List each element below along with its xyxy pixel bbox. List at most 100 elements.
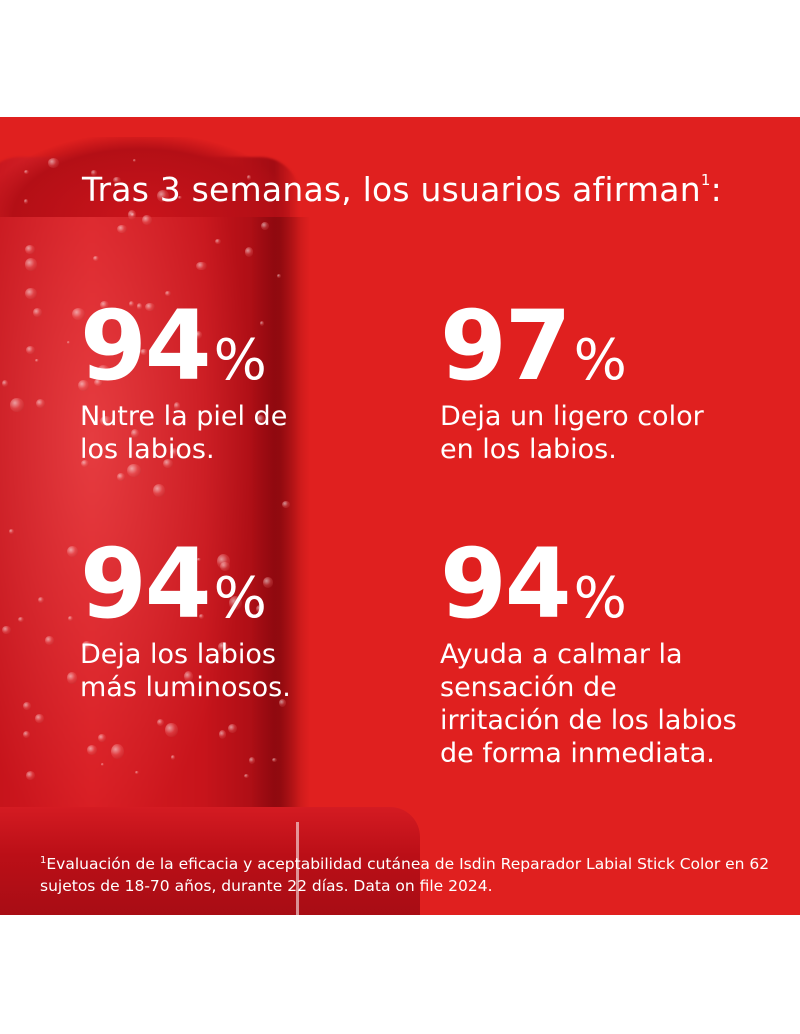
- lipstick-base: [0, 807, 420, 915]
- water-droplet: [198, 614, 205, 620]
- water-droplet: [38, 596, 45, 603]
- water-droplet: [100, 300, 109, 309]
- stat-color: 97% Deja un ligero color en los labios.: [440, 298, 740, 466]
- water-droplet: [77, 379, 89, 392]
- water-droplet: [23, 170, 29, 174]
- water-droplet: [261, 222, 270, 231]
- stat-unit: %: [213, 328, 267, 393]
- stat-unit: %: [213, 566, 267, 631]
- stat-unit: %: [573, 566, 627, 631]
- water-droplet: [33, 308, 42, 317]
- water-droplet: [248, 757, 255, 764]
- water-droplet: [82, 641, 92, 651]
- water-droplet: [132, 159, 136, 163]
- water-droplet: [25, 346, 36, 355]
- water-droplet: [116, 224, 127, 233]
- water-droplet: [25, 771, 36, 781]
- water-droplet: [71, 308, 85, 321]
- water-droplet: [194, 331, 203, 339]
- water-droplet: [152, 483, 165, 498]
- stat-luminous: 94% Deja los labios más luminosos.: [80, 536, 330, 704]
- stat-value: 94: [80, 290, 212, 402]
- lipstick-top: [0, 137, 290, 217]
- promo-panel: [0, 117, 800, 915]
- water-droplet: [196, 261, 207, 271]
- water-droplet: [25, 244, 35, 254]
- water-droplet: [255, 604, 265, 613]
- footnote-text: Evaluación de la eficacia y aceptabilida…: [40, 855, 770, 896]
- water-droplet: [256, 414, 265, 425]
- water-droplet: [218, 730, 226, 739]
- water-droplet: [91, 170, 97, 176]
- water-droplet: [173, 402, 181, 410]
- water-droplet: [34, 714, 44, 723]
- stat-nourish: 94% Nutre la piel de los labios.: [80, 298, 330, 466]
- water-droplet: [130, 429, 139, 439]
- water-droplet: [99, 415, 112, 427]
- footnote: 1Evaluación de la eficacia y aceptabilid…: [40, 850, 770, 897]
- water-droplet: [165, 290, 171, 297]
- headline-text: Tras 3 semanas, los usuarios afirman: [82, 170, 701, 209]
- water-droplet: [197, 558, 201, 562]
- water-droplet: [113, 176, 121, 184]
- water-droplet: [116, 473, 125, 481]
- stat-description: Nutre la piel de los labios.: [80, 401, 288, 465]
- water-droplet: [162, 459, 173, 469]
- water-droplet: [10, 398, 24, 412]
- water-droplet: [262, 577, 274, 588]
- water-droplet: [97, 733, 106, 743]
- water-droplet: [127, 210, 136, 220]
- water-droplet: [17, 616, 25, 623]
- water-droplet: [135, 771, 139, 775]
- water-droplet: [35, 398, 46, 409]
- stat-value: 94: [80, 528, 212, 640]
- water-droplet: [170, 447, 179, 458]
- water-droplet: [24, 287, 37, 299]
- water-droplet: [127, 464, 141, 477]
- footnote-marker: 1: [40, 855, 47, 866]
- water-droplet: [140, 348, 149, 356]
- water-droplet: [178, 196, 182, 199]
- water-droplet: [35, 358, 39, 362]
- water-droplet: [86, 745, 97, 755]
- water-droplet: [156, 189, 169, 203]
- water-droplet: [23, 731, 30, 738]
- headline-footnote-marker: 1: [700, 171, 711, 189]
- lipstick-base-highlight: [296, 822, 299, 915]
- water-droplet: [272, 758, 278, 763]
- water-droplet: [229, 595, 243, 610]
- water-droplet: [110, 743, 124, 759]
- water-droplet: [282, 501, 290, 508]
- water-droplet: [228, 724, 237, 734]
- water-droplet: [244, 773, 249, 778]
- water-droplet: [100, 762, 105, 767]
- water-droplet: [66, 671, 77, 684]
- stat-value: 94: [440, 528, 572, 640]
- water-droplet: [81, 459, 90, 467]
- water-droplet: [44, 636, 54, 645]
- water-droplet: [2, 380, 8, 388]
- water-droplet: [197, 595, 208, 604]
- water-droplet: [259, 320, 265, 326]
- water-droplet: [156, 718, 165, 727]
- water-droplet: [170, 755, 176, 760]
- water-droplet: [93, 255, 100, 262]
- water-droplet: [205, 589, 209, 593]
- water-droplet: [144, 302, 155, 312]
- water-droplet: [246, 174, 252, 180]
- headline: Tras 3 semanas, los usuarios afirman1:: [82, 170, 782, 209]
- water-droplet: [244, 247, 254, 258]
- water-droplet: [67, 615, 73, 622]
- water-droplet: [142, 214, 152, 225]
- water-droplet: [129, 301, 135, 308]
- water-droplet: [216, 553, 230, 570]
- stat-description: Deja un ligero color en los labios.: [440, 401, 704, 465]
- stat-description: Deja los labios más luminosos.: [80, 639, 291, 703]
- stat-description: Ayuda a calmar la sensación de irritació…: [440, 639, 737, 769]
- headline-suffix: :: [710, 170, 722, 209]
- water-droplet: [215, 238, 222, 244]
- stat-value: 97: [440, 290, 572, 402]
- water-droplet: [136, 303, 143, 310]
- water-droplet: [217, 642, 228, 652]
- water-droplet: [66, 546, 78, 558]
